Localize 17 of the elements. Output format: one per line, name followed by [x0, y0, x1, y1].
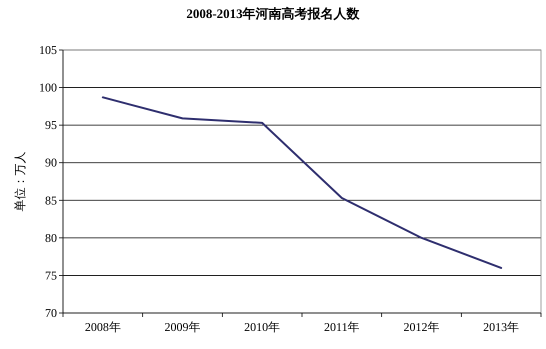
x-tick-label: 2008年 — [84, 320, 121, 334]
y-tick-label: 100 — [39, 80, 57, 95]
chart-title: 2008-2013年河南高考报名人数 — [186, 6, 361, 21]
y-tick-label: 80 — [45, 230, 57, 245]
y-tick-label: 95 — [45, 118, 57, 132]
y-tick-label: 85 — [45, 193, 57, 208]
y-tick-label: 105 — [39, 43, 57, 57]
x-tick-label: 2010年 — [244, 320, 280, 334]
x-tick-label: 2012年 — [404, 320, 440, 334]
x-tick-label: 2009年 — [164, 320, 200, 334]
x-tick-label: 2013年 — [483, 320, 520, 334]
y-tick-label: 75 — [45, 268, 57, 282]
line-series — [102, 96, 502, 269]
x-tick-label: 2011年 — [324, 320, 360, 334]
y-axis-title: 单位：万人 — [13, 152, 27, 212]
y-tick-label: 70 — [45, 306, 57, 320]
y-tick-label: 90 — [45, 156, 57, 170]
